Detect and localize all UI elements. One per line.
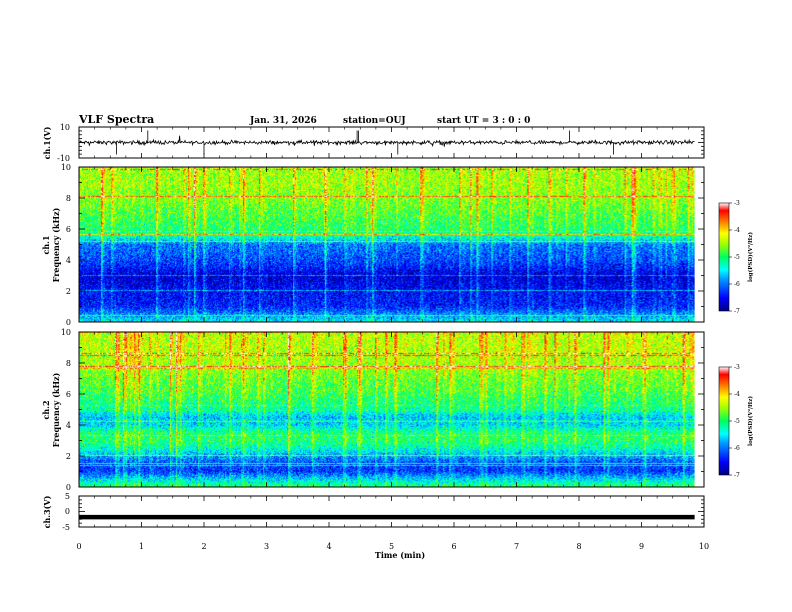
- time-tick-label: 8: [576, 542, 581, 551]
- ch2-colorbar: -3 -4 -5 -6 -7 log(PSD)(V²/Hz): [718, 364, 754, 479]
- ch2-spectrogram-ylabel-frequency: Frequency (kHz): [51, 372, 61, 447]
- time-axis-label: Time (min): [375, 550, 425, 560]
- ch1-colorbar: -3 -4 -5 -6 -7 log(PSD)(V²/Hz): [718, 200, 754, 315]
- ch2-colorbar-tick-label: -7: [734, 472, 740, 479]
- ch1-colorbar-tick-label: -7: [734, 308, 740, 315]
- time-tick-label: 9: [639, 542, 644, 551]
- ch1-spectrogram-ticks: [78, 166, 705, 323]
- ch1-colorbar-gradient: [718, 202, 730, 312]
- ch1-spectrogram-ytick-label: 0: [66, 318, 71, 327]
- time-tick-label: 1: [139, 542, 144, 551]
- time-tick-label: 3: [264, 542, 269, 551]
- time-tick-label: 0: [76, 542, 81, 551]
- ch2-colorbar-tick-label: -5: [734, 418, 740, 425]
- ch1-ytick-top: 10: [60, 123, 70, 132]
- ch1-spectrogram-ytick-label: 10: [61, 163, 71, 172]
- ch2-colorbar-gradient: [718, 366, 730, 476]
- ch3-ytick-middle: 0: [65, 507, 70, 516]
- ch1-ytick-bottom: -10: [57, 154, 70, 163]
- time-tick-label: 7: [514, 542, 519, 551]
- ch1-colorbar-tick-label: -3: [734, 200, 740, 207]
- ch2-colorbar-tick-label: -4: [734, 391, 740, 398]
- ch2-spectrogram-ytick-label: 6: [66, 390, 71, 399]
- ch1-waveform-ylabel: ch.1(V): [42, 126, 52, 159]
- date-label: Jan. 31, 2026: [249, 116, 317, 126]
- ch1-spectrogram-ylabel-channel: ch.1: [41, 235, 51, 254]
- ch1-colorbar-tick-label: -6: [734, 281, 740, 288]
- ch1-waveform-panel: 10 -10 ch.1(V): [42, 123, 705, 163]
- ch2-colorbar-tick-label: -3: [734, 364, 740, 371]
- ch2-spectrogram-ytick-label: 4: [66, 421, 71, 430]
- ch1-spectrogram-ylabel-frequency: Frequency (kHz): [51, 207, 61, 282]
- ch1-colorbar-tick-label: -4: [734, 227, 740, 234]
- ch2-spectrogram-ytick-label: 0: [66, 483, 71, 492]
- ch1-colorbar-tick-label: -5: [734, 254, 740, 261]
- time-tick-label: 10: [699, 542, 709, 551]
- ch1-spectrogram-ytick-label: 6: [66, 225, 71, 234]
- time-tick-label: 5: [389, 542, 394, 551]
- ch3-waveform-panel: 5 0 -5 ch.3(V) 0 1 2 3 4 5 6 7 8 9 10 Time (min): [42, 492, 709, 560]
- ch3-waveform-ylabel: ch.3(V): [42, 495, 52, 528]
- ch1-colorbar-ticks: -3 -4 -5 -6 -7: [729, 200, 740, 315]
- ch2-spectrogram-ytick-label: 10: [61, 328, 71, 337]
- ch1-frequency-tick-labels: 0 2 4 6 8 10: [61, 163, 71, 327]
- ch2-spectrogram-ytick-label: 2: [66, 452, 71, 461]
- ch3-waveform-ticks: [78, 495, 705, 528]
- ch2-frequency-tick-labels: 0 2 4 6 8 10: [61, 328, 71, 492]
- ch2-colorbar-label: log(PSD)(V²/Hz): [747, 396, 754, 446]
- ch2-spectrogram-ylabel-channel: ch.2: [41, 400, 51, 419]
- ch3-ytick-bottom: -5: [62, 523, 70, 532]
- ch1-spectrogram-panel: 0 2 4 6 8 10 ch.1 Frequency (kHz): [41, 163, 705, 327]
- station-label: station=OUJ: [343, 116, 406, 126]
- time-tick-labels: 0 1 2 3 4 5 6 7 8 9 10: [76, 542, 709, 551]
- ch1-colorbar-label: log(PSD)(V²/Hz): [747, 232, 754, 282]
- ch3-ytick-top: 5: [65, 492, 70, 501]
- ch2-spectrogram-ticks: [78, 331, 705, 488]
- figure-title: VLF Spectra: [78, 113, 154, 126]
- ch1-spectrogram-ytick-label: 8: [66, 194, 71, 203]
- time-tick-label: 4: [326, 542, 331, 551]
- ch1-waveform-ticks: [78, 126, 705, 159]
- time-tick-label: 6: [451, 542, 456, 551]
- ch2-spectrogram-ytick-label: 8: [66, 359, 71, 368]
- start-time-label: start UT = 3 : 0 : 0: [437, 116, 530, 126]
- ch2-spectrogram-heatmap: [79, 332, 695, 487]
- ch1-spectrogram-heatmap: [79, 167, 695, 322]
- ch1-waveform-trace: [78, 130, 695, 155]
- ch1-spectrogram-ytick-label: 4: [66, 256, 71, 265]
- ch1-spectrogram-ytick-label: 2: [66, 287, 71, 296]
- ch2-spectrogram-panel: 0 2 4 6 8 10 ch.2 Frequency (kHz): [41, 328, 705, 492]
- time-tick-label: 2: [201, 542, 206, 551]
- ch2-colorbar-tick-label: -6: [734, 445, 740, 452]
- ch2-colorbar-ticks: -3 -4 -5 -6 -7: [729, 364, 740, 479]
